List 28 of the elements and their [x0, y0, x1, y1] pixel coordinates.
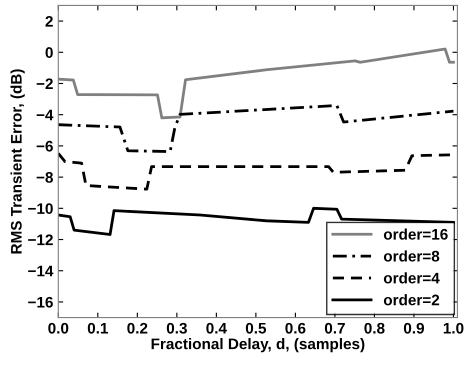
x-tick-label: 0.8 — [364, 322, 385, 334]
y-tick-label: −14 — [28, 266, 54, 276]
y-tick-label: −8 — [36, 172, 53, 183]
x-tick-label: 0.5 — [246, 322, 266, 334]
x-tick-label: 0.2 — [127, 322, 148, 334]
y-tick-label: −16 — [28, 296, 53, 308]
y-axis-title: RMS Transient Error, (dB) — [10, 69, 25, 254]
x-tick-label: 0.9 — [404, 322, 424, 334]
legend-label: order=8 — [384, 250, 440, 262]
x-tick-label: 0.3 — [166, 322, 187, 334]
y-tick-label: 2 — [45, 16, 53, 27]
line-series — [58, 104, 455, 153]
x-tick-label: 0.0 — [48, 322, 68, 334]
y-tick-label: −4 — [36, 110, 54, 120]
y-tick-label: 0 — [46, 47, 53, 58]
x-axis-title: Fractional Delay, d, (samples) — [152, 338, 364, 352]
x-tick-label: 0.1 — [88, 322, 108, 334]
legend-label: order=16 — [384, 228, 448, 240]
y-tick-label: −2 — [36, 78, 53, 90]
x-tick-label: 0.4 — [206, 322, 227, 334]
y-tick-label: −6 — [36, 140, 53, 152]
legend-label: order=2 — [384, 294, 440, 306]
legend-label: order=4 — [384, 272, 440, 284]
x-tick-label: 1.0 — [444, 322, 464, 334]
x-tick-label: 0.7 — [324, 322, 345, 334]
x-tick-label: 0.6 — [285, 322, 306, 334]
y-tick-label: −12 — [28, 234, 53, 246]
y-tick-label: −10 — [28, 203, 53, 214]
